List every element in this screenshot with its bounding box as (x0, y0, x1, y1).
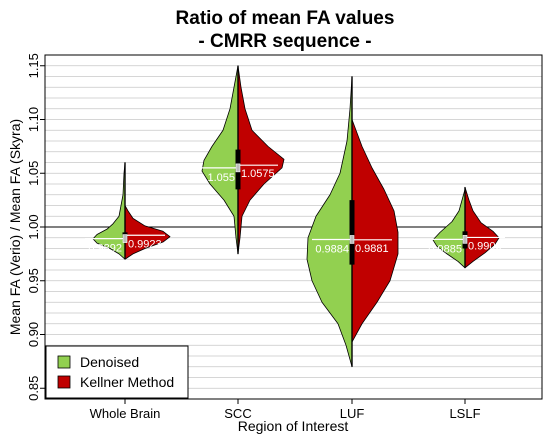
y-axis-label: Mean FA (Verio) / Mean FA (Skyra) (7, 119, 23, 335)
violin-kellner (464, 186, 500, 269)
violin-denoised (306, 76, 353, 368)
median-marker (122, 234, 128, 243)
median-marker (349, 235, 355, 244)
median-marker (235, 163, 241, 173)
violin-kellner (351, 119, 399, 343)
x-tick-label: SCC (224, 406, 251, 421)
legend: Denoised Kellner Method (45, 345, 189, 399)
legend-label-denoised: Denoised (80, 354, 139, 370)
x-axis-label: Region of Interest (238, 418, 349, 434)
y-axis-ticks: 0.85 0.90 0.95 1.00 1.05 1.10 1.15 (26, 53, 45, 401)
legend-swatch-denoised (57, 355, 71, 369)
legend-swatch-kellner (57, 375, 71, 389)
y-tick-label: 1.00 (26, 214, 41, 239)
x-tick-label: LUF (340, 406, 365, 421)
x-tick-label: Whole Brain (90, 406, 161, 421)
violins (92, 65, 500, 368)
median-label-kellner: 0.9881 (355, 243, 389, 255)
median-label-denoised: 0.9884 (315, 243, 349, 255)
violin-kellner (124, 205, 171, 260)
y-tick-label: 1.15 (26, 53, 41, 78)
x-tick-label: LSLF (449, 406, 480, 421)
y-tick-label: 0.95 (26, 268, 41, 293)
chart-title-line1: Ratio of mean FA values (176, 8, 395, 29)
median-label-denoised: 1.055 (207, 172, 235, 184)
median-labels: 0.9892 0.9923 1.055 1.0575 0.9884 0.9881 0.988… (88, 168, 501, 255)
y-tick-label: 1.05 (26, 161, 41, 186)
chart-title-line2: - CMRR sequence - (198, 31, 371, 52)
median-marker (462, 235, 468, 244)
legend-label-kellner: Kellner Method (80, 374, 174, 390)
violin-denoised (201, 65, 239, 255)
y-tick-label: 1.10 (26, 107, 41, 132)
median-label-kellner: 0.9923 (128, 238, 162, 250)
iqr-box (349, 200, 355, 265)
median-label-kellner: 0.9903 (468, 240, 502, 252)
median-label-kellner: 1.0575 (241, 168, 275, 180)
box-plots (85, 65, 505, 367)
violin-denoised (432, 188, 466, 269)
violin-denoised (92, 162, 126, 260)
median-label-denoised: 0.9885 (428, 243, 462, 255)
y-tick-label: 0.90 (26, 322, 41, 347)
violin-kellner (237, 65, 285, 255)
legend-box (45, 345, 189, 399)
y-tick-label: 0.85 (26, 376, 41, 401)
x-axis-ticks: Whole Brain SCC LUF LSLF (90, 399, 481, 421)
median-label-denoised: 0.9892 (88, 243, 122, 255)
